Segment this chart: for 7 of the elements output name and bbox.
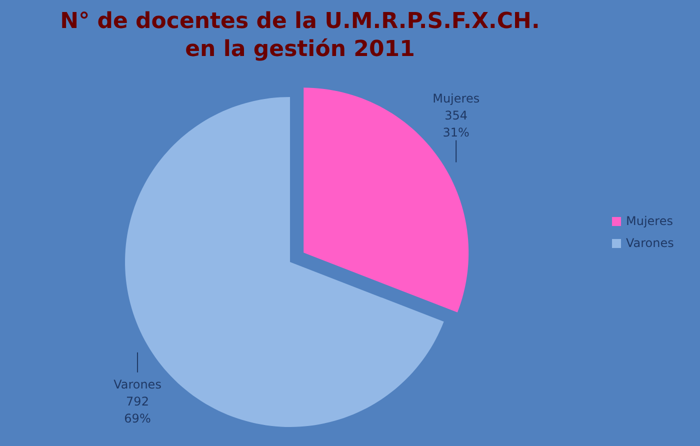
legend-label: Mujeres xyxy=(626,214,673,228)
data-label: 792 69% xyxy=(124,394,151,426)
chart-title: N° de docentes de la U.M.R.P.S.F.X.CH. en la gestión 2011 xyxy=(60,9,540,62)
legend-label: Varones xyxy=(626,236,674,250)
slice-label: Mujeres xyxy=(432,91,480,106)
slice-label: Varones xyxy=(114,377,162,392)
data-label: 354 31% xyxy=(442,108,470,140)
